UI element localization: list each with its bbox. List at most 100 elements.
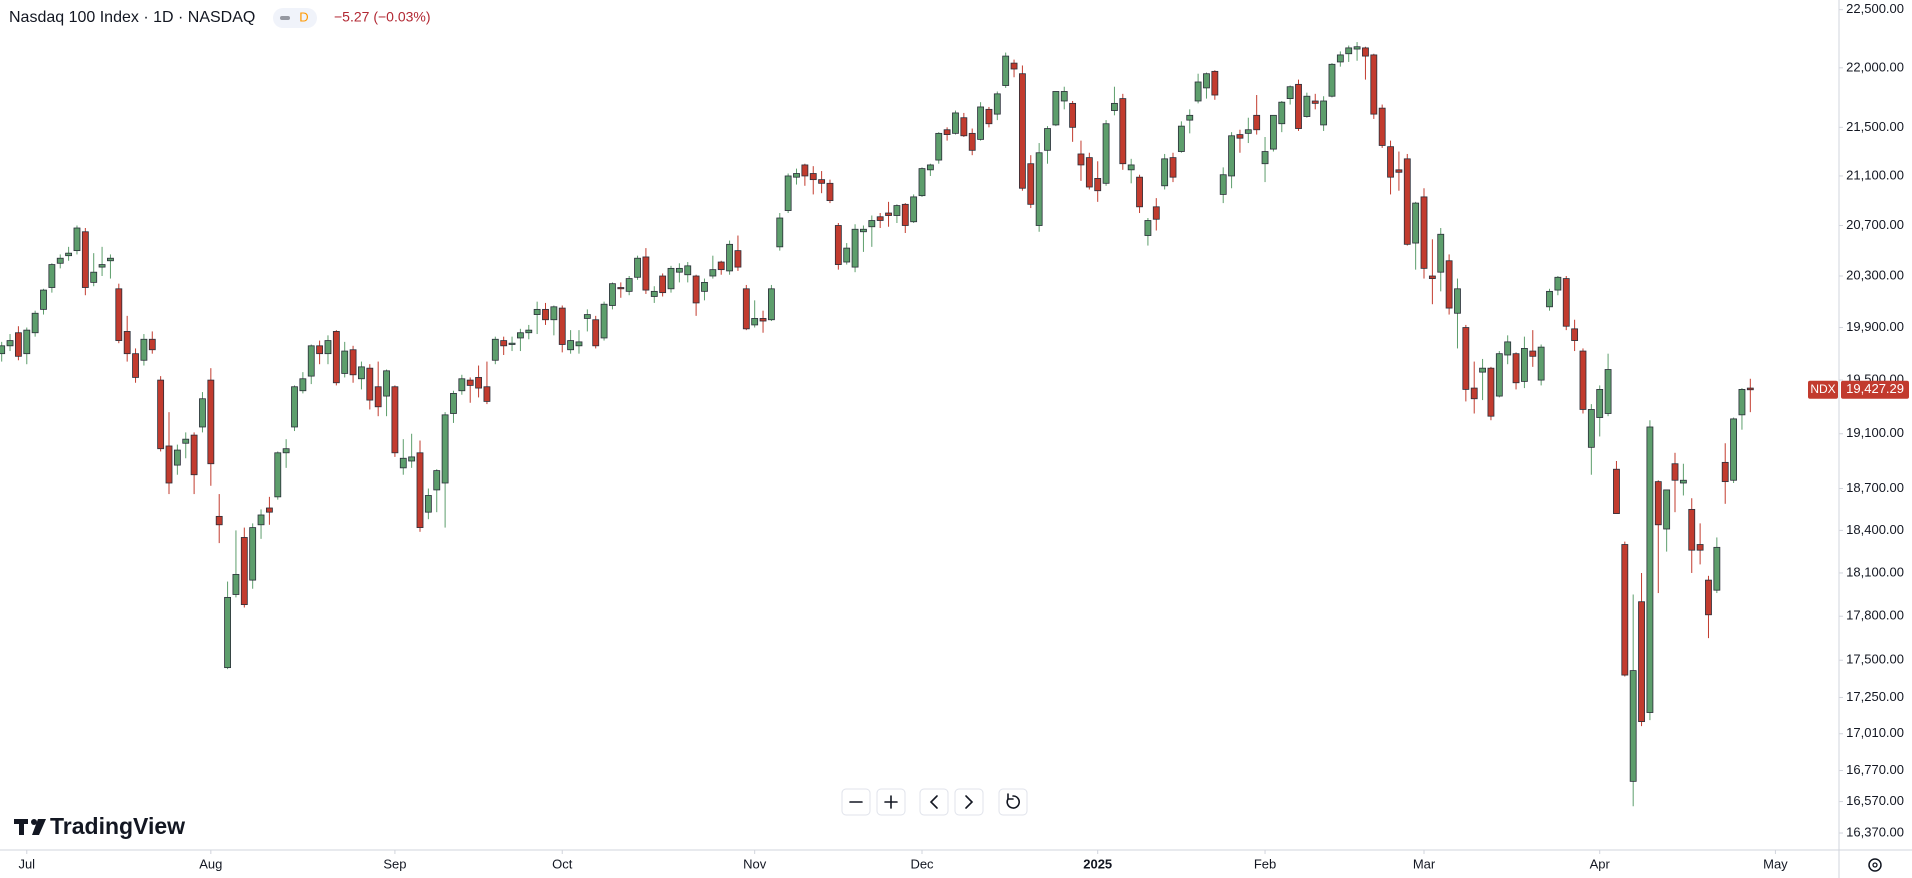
reset-button[interactable] <box>998 788 1028 816</box>
candle-body <box>1228 135 1235 177</box>
candle-body <box>1562 278 1570 327</box>
candle-body <box>1060 91 1068 102</box>
candle-body <box>483 386 491 402</box>
candle-body <box>709 269 717 277</box>
settings-button[interactable] <box>1868 858 1882 872</box>
candle-body <box>943 129 951 135</box>
y-tick-label: 17,500.00 <box>1846 652 1904 667</box>
tv-logo: TradingView <box>14 813 185 839</box>
candle-body <box>1035 152 1043 226</box>
y-tick-label: 17,010.00 <box>1846 725 1904 740</box>
candle-body <box>1504 341 1512 356</box>
x-tick-label: Oct <box>552 856 573 871</box>
candle-body <box>876 216 884 221</box>
y-tick-label: 17,800.00 <box>1846 608 1904 623</box>
candle-body <box>1445 260 1453 309</box>
candle-body <box>1654 481 1662 526</box>
candle-body <box>1546 290 1553 308</box>
candle-body <box>525 329 533 334</box>
candle-body <box>742 288 750 330</box>
candle-body <box>977 106 984 140</box>
candle-body <box>1387 146 1394 178</box>
y-tick-label: 17,250.00 <box>1846 689 1904 704</box>
candle-body <box>98 264 106 268</box>
candle-body <box>1646 426 1654 713</box>
candle-body <box>1152 206 1160 220</box>
status-dot <box>280 16 290 20</box>
candle-body <box>1679 479 1687 484</box>
candle-body <box>1018 73 1026 189</box>
candle-body <box>1044 128 1051 151</box>
candle-body <box>6 340 14 347</box>
candle-body <box>1730 418 1737 481</box>
x-tick-label: May <box>1763 856 1788 871</box>
candle-body <box>1127 164 1135 171</box>
candle-body <box>1688 508 1696 551</box>
candle-body <box>1454 288 1461 314</box>
candle-body <box>592 319 600 347</box>
candle-body <box>1596 389 1604 418</box>
candle-body <box>366 367 374 401</box>
x-tick-label: Dec <box>910 856 934 871</box>
candle-body <box>0 345 6 355</box>
candle-body <box>734 250 742 268</box>
candle-body <box>1244 129 1252 134</box>
candle-body <box>1077 153 1085 166</box>
candle-body <box>701 281 708 292</box>
candle-body <box>475 377 482 389</box>
x-tick-label: Jul <box>18 856 35 871</box>
candle-body <box>642 256 650 291</box>
candle-body <box>31 312 39 334</box>
candle-body <box>809 173 817 181</box>
candle-body <box>391 386 399 454</box>
candle-body <box>232 573 240 595</box>
last-price-tag <box>1841 380 1909 399</box>
candle-body <box>1554 276 1562 291</box>
candle-body <box>901 203 909 226</box>
candle-body <box>784 175 792 211</box>
candle-body <box>717 261 725 271</box>
candle-body <box>1253 114 1261 131</box>
candle-body <box>751 318 759 326</box>
candle-body <box>1144 220 1152 236</box>
candle-body <box>1362 47 1369 57</box>
brand: TradingView <box>50 813 185 839</box>
candle-body <box>1705 579 1712 616</box>
candle-body <box>567 340 575 351</box>
candle-body <box>851 228 859 268</box>
candle-body <box>132 353 139 378</box>
candle-body <box>1194 81 1202 102</box>
candle-body <box>1587 409 1595 448</box>
scroll-right-button[interactable] <box>954 788 984 816</box>
candle-body <box>165 445 173 484</box>
candle-body <box>910 196 918 223</box>
candle-body <box>985 108 993 125</box>
scroll-left-button[interactable] <box>919 788 949 816</box>
x-tick-label: Aug <box>199 856 222 871</box>
candle-body <box>834 225 842 265</box>
symbol-tag-label: NDX <box>1810 382 1835 396</box>
candle-body <box>265 507 273 513</box>
y-tick-label: 16,570.00 <box>1846 793 1904 808</box>
candle-body <box>48 264 56 288</box>
candle-body <box>818 179 826 184</box>
candle-body <box>550 306 558 321</box>
y-tick-label: 20,300.00 <box>1846 267 1904 282</box>
candle-body <box>759 318 767 322</box>
candle-body <box>1336 54 1344 63</box>
candle-body <box>1320 100 1328 126</box>
candle-body <box>508 342 516 345</box>
candle-body <box>667 267 675 290</box>
candle-body <box>926 164 934 171</box>
candle-body <box>199 398 206 428</box>
candle-body <box>1638 601 1645 722</box>
candle-body <box>968 132 976 151</box>
candle-body <box>1696 544 1704 551</box>
status-pill <box>273 8 317 28</box>
candle-body <box>341 350 349 374</box>
candle-body <box>1269 114 1277 150</box>
candle-body <box>1746 387 1754 391</box>
candle-body <box>1479 367 1486 373</box>
